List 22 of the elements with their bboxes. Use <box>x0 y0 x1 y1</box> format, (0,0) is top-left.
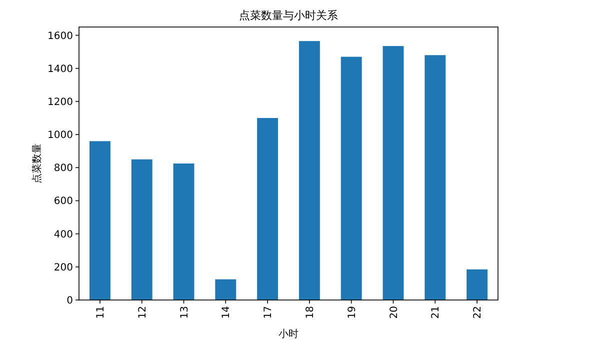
y-tick-label: 1000 <box>48 130 73 142</box>
x-tick-label: 12 <box>137 306 148 319</box>
x-tick-label: 20 <box>388 306 400 319</box>
x-tick-label: 17 <box>263 306 274 319</box>
x-tick-label: 18 <box>304 306 316 319</box>
y-tick-label: 600 <box>54 196 73 208</box>
x-tick-label: 13 <box>179 306 190 319</box>
x-tick-label: 11 <box>95 306 106 319</box>
x-tick-label: 21 <box>430 306 442 319</box>
chart-title: 点菜数量与小时关系 <box>239 9 338 22</box>
y-tick-label: 800 <box>54 163 73 174</box>
x-tick-label: 22 <box>472 306 484 319</box>
y-tick-label: 1600 <box>48 30 73 42</box>
y-tick-label: 1400 <box>48 64 73 75</box>
y-tick-label: 200 <box>54 262 73 274</box>
x-tick-label: 19 <box>346 306 358 319</box>
y-tick-label: 1200 <box>48 96 73 108</box>
y-tick-label: 400 <box>54 229 73 240</box>
x-axis-title: 小时 <box>278 328 298 340</box>
y-axis-title: 点菜数量 <box>31 144 43 184</box>
y-tick-label: 0 <box>66 296 73 306</box>
x-tick-label: 14 <box>221 306 232 319</box>
